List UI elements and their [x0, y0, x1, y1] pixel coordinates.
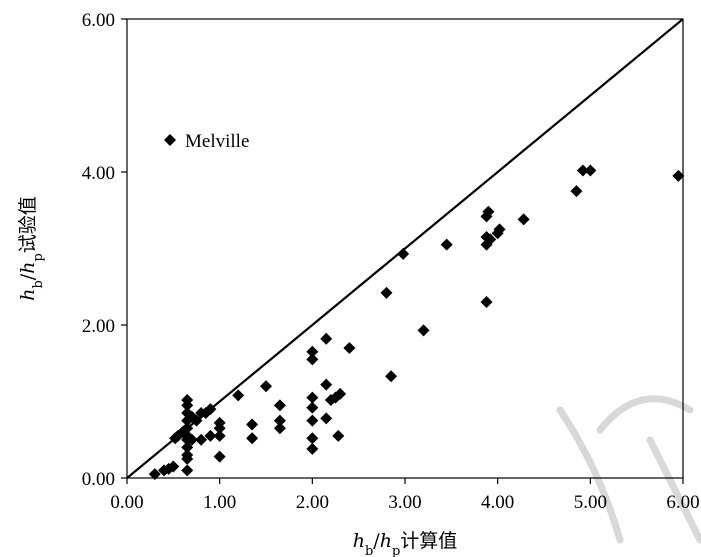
legend-label: Melville: [185, 131, 249, 152]
data-point: [332, 429, 345, 442]
data-point: [260, 380, 272, 393]
legend-marker: [164, 134, 176, 146]
data-point: [273, 399, 286, 412]
data-point: [517, 213, 530, 226]
data-point: [320, 332, 333, 345]
data-point: [181, 464, 194, 477]
data-point: [493, 223, 506, 236]
data-point: [385, 370, 398, 383]
data-point: [195, 433, 208, 446]
data-point: [181, 441, 194, 454]
x-tick-label: 4.00: [481, 492, 514, 513]
x-tick-label: 3.00: [388, 492, 421, 513]
data-point: [570, 185, 583, 198]
y-tick-label: 2.00: [82, 316, 115, 337]
data-point: [181, 393, 194, 406]
reference-line: [126, 18, 684, 479]
data-point: [584, 164, 597, 177]
data-point: [343, 341, 356, 354]
data-point: [204, 429, 217, 442]
data-point: [246, 418, 259, 431]
data-point: [306, 345, 319, 358]
data-point: [273, 414, 286, 427]
y-equals-x-line: [126, 18, 684, 479]
data-point: [320, 378, 333, 391]
data-point: [320, 412, 333, 425]
data-point: [306, 432, 319, 445]
y-tick-label: 4.00: [82, 163, 115, 184]
data-point: [213, 450, 226, 463]
data-point: [480, 296, 493, 309]
data-point: [484, 233, 497, 246]
data-point: [334, 387, 347, 400]
data-point: [576, 164, 589, 177]
data-point: [181, 449, 194, 462]
data-point: [306, 414, 319, 427]
data-point: [232, 389, 245, 402]
data-point: [181, 422, 194, 435]
data-point: [213, 429, 226, 442]
x-tick-label: 2.00: [296, 492, 329, 513]
data-point: [306, 442, 319, 455]
y-tick-label: 6.00: [82, 10, 115, 31]
data-point: [306, 401, 319, 414]
data-point: [185, 433, 198, 446]
x-tick-label: 0.00: [110, 492, 143, 513]
data-point: [397, 247, 410, 260]
data-point: [417, 324, 430, 337]
data-point: [482, 205, 495, 218]
data-point: [306, 353, 319, 366]
y-axis-title: hb/hp试验值: [17, 196, 46, 301]
y-axis-ticks: 0.00 2.00 4.00 6.00: [82, 10, 127, 490]
data-point: [148, 468, 161, 481]
data-point: [190, 414, 203, 427]
data-point: [167, 460, 180, 473]
x-tick-label: 1.00: [203, 492, 236, 513]
watermark: [556, 395, 701, 544]
data-point: [273, 422, 286, 435]
data-point: [213, 416, 226, 429]
x-tick-label: 5.00: [574, 492, 607, 513]
x-tick-label: 6.00: [666, 492, 699, 513]
data-point: [380, 286, 393, 299]
y-tick-label: 0.00: [82, 469, 115, 490]
data-point: [306, 391, 319, 404]
legend: Melville: [164, 131, 249, 152]
data-point: [672, 169, 685, 182]
data-points: [148, 164, 685, 481]
data-point: [204, 403, 217, 416]
data-point: [440, 238, 453, 251]
x-axis-ticks: 0.00 1.00 2.00 3.00 4.00 5.00 6.00: [110, 478, 700, 513]
data-point: [246, 432, 259, 445]
x-axis-title: hb/hp计算值: [353, 530, 458, 557]
